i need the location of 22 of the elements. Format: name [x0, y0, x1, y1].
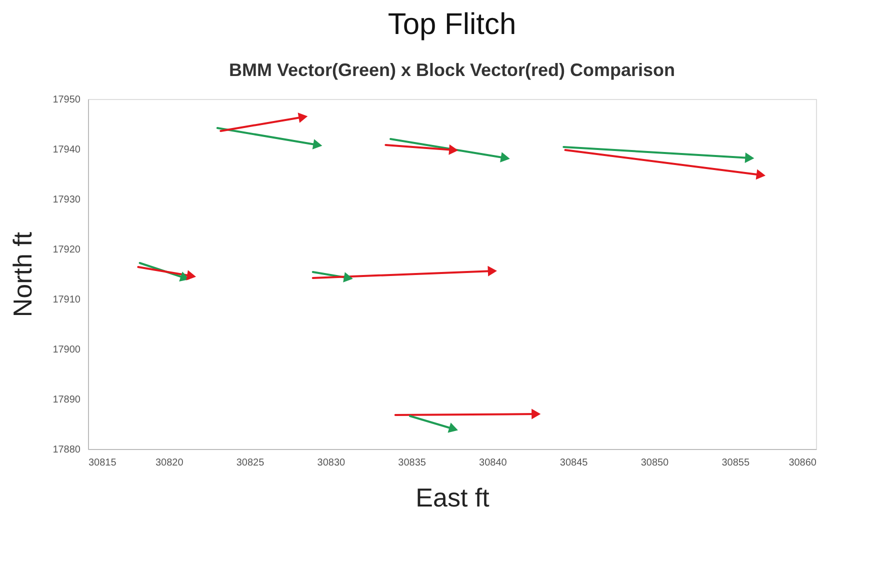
x-tick-label: 30860 [788, 458, 817, 468]
x-tick-label: 30825 [236, 458, 265, 468]
y-tick-label: 17930 [52, 194, 81, 206]
x-tick-label: 30845 [560, 458, 588, 468]
x-tick-label: 30850 [640, 458, 670, 468]
y-tick-label: 17950 [52, 94, 81, 106]
x-tick-label: 30835 [398, 458, 426, 468]
chart-title: Top Flitch [388, 8, 516, 41]
y-tick-label: 17940 [52, 144, 81, 156]
x-tick-label: 30855 [722, 458, 750, 468]
x-tick-label: 30815 [88, 458, 117, 468]
y-tick-label: 17880 [52, 444, 81, 456]
x-tick-label: 30830 [317, 458, 346, 468]
y-tick-label: 17890 [52, 394, 81, 406]
x-tick-label: 30840 [479, 458, 508, 468]
x-axis-title: East ft [416, 482, 490, 512]
y-axis-title: North ft [8, 231, 38, 318]
chart-subtitle: BMM Vector(Green) x Block Vector(red) Comparison [228, 60, 676, 80]
x-tick-label: 30820 [155, 458, 184, 468]
y-tick-label: 17900 [52, 344, 81, 356]
y-tick-label: 17910 [52, 294, 81, 306]
y-tick-label: 17920 [52, 244, 81, 256]
